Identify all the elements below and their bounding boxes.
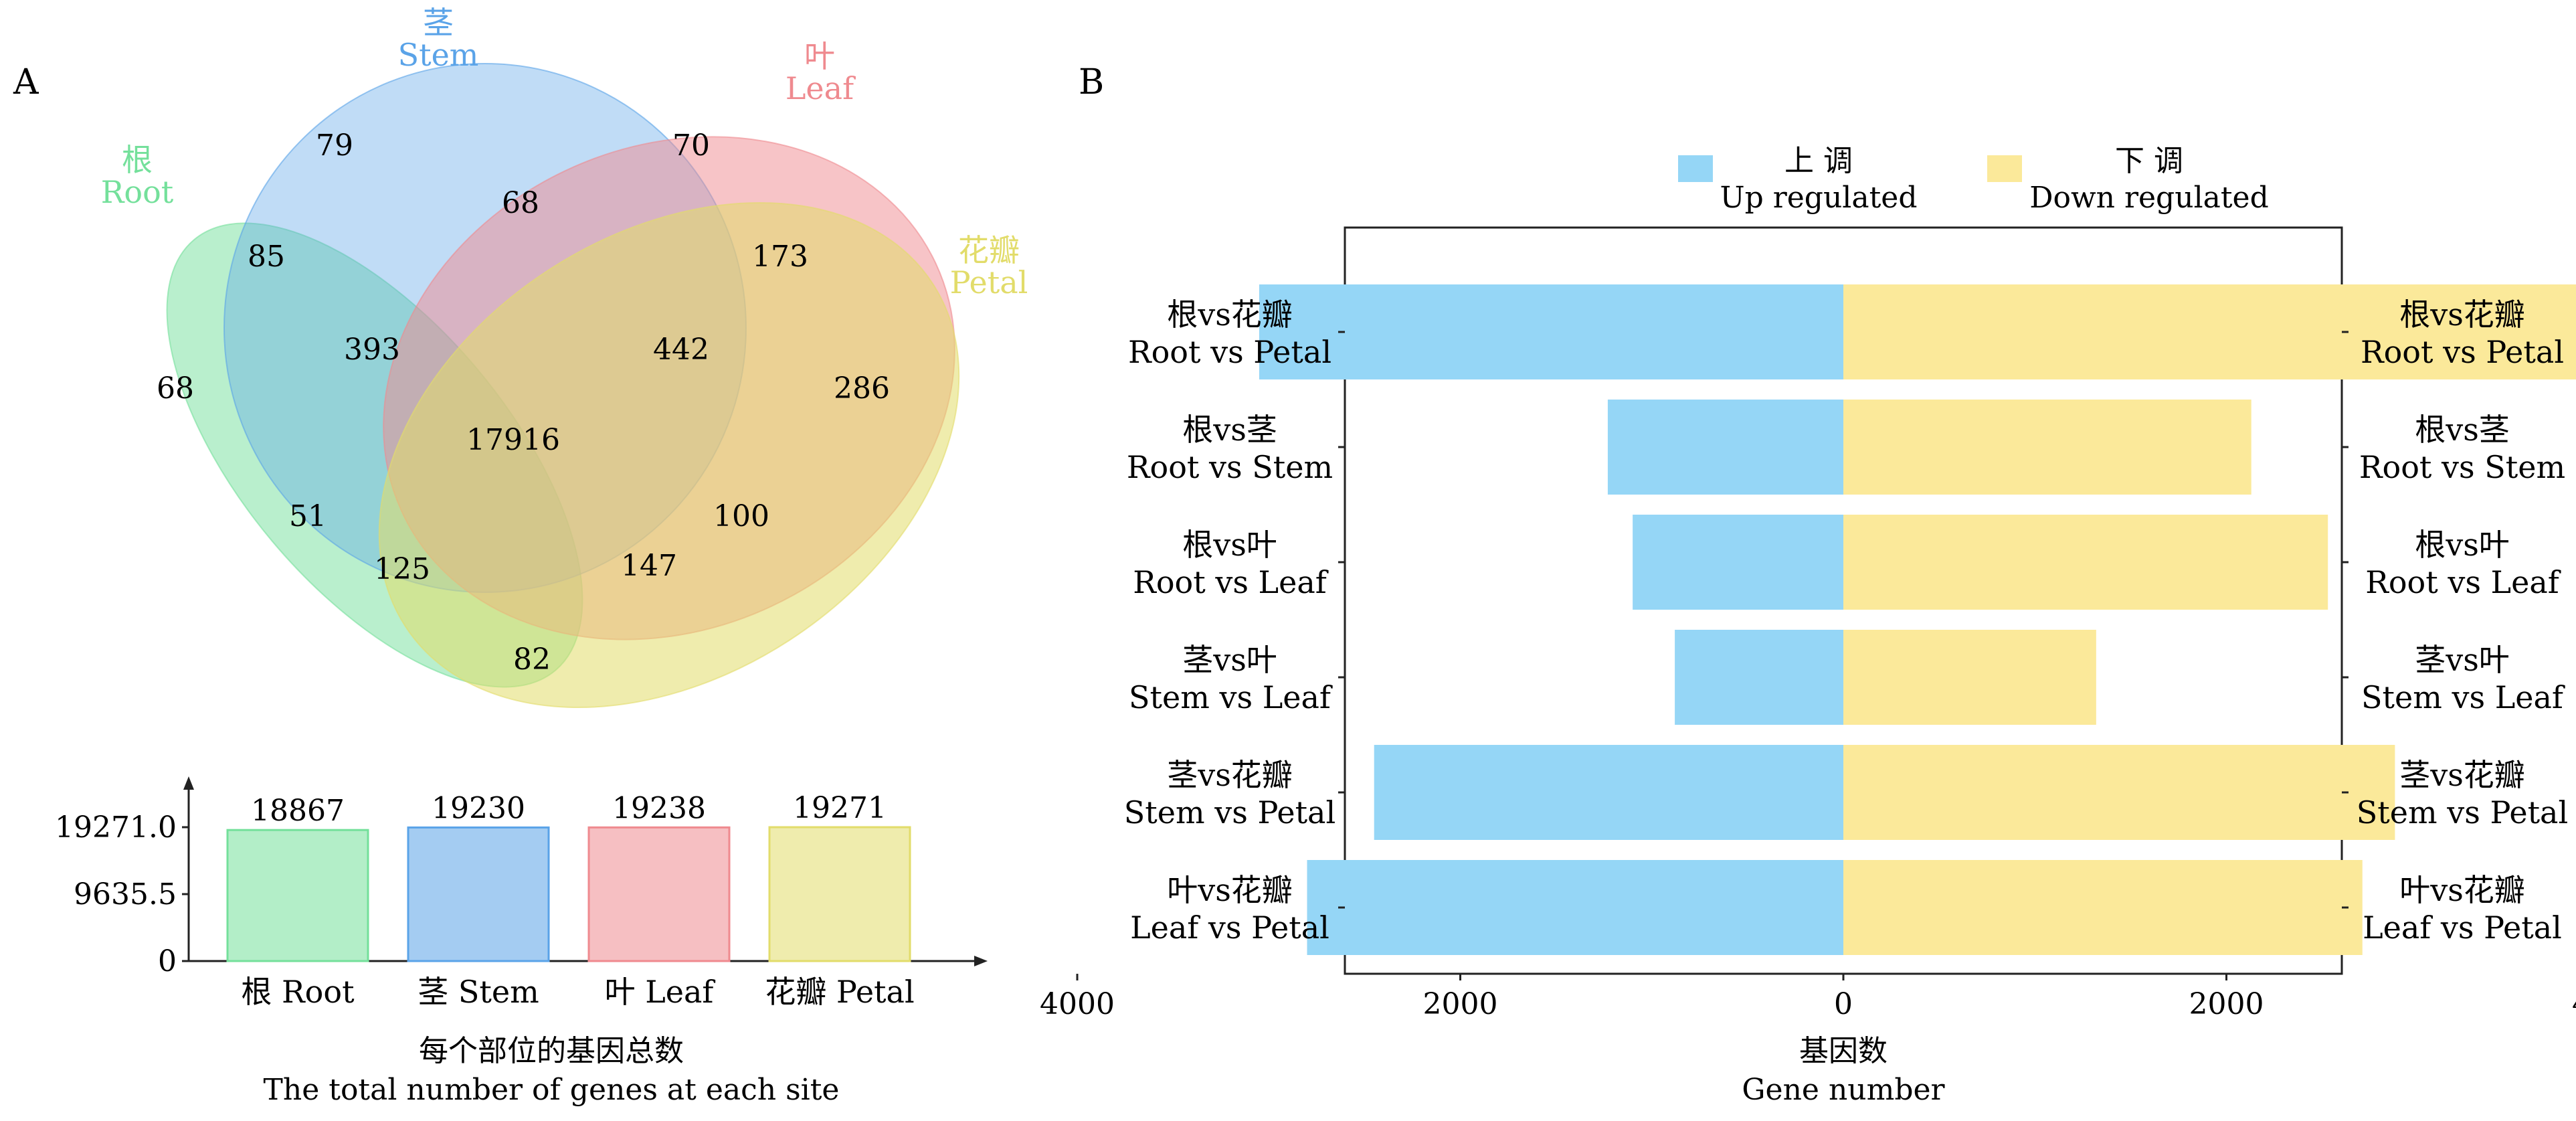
bar-b-category-en-left: Root vs Stem bbox=[1127, 449, 1333, 485]
bar-b-down-bar bbox=[1843, 745, 2395, 840]
bar-b-up-bar bbox=[1374, 745, 1843, 840]
venn-diagram: 根 Root 茎 Stem 叶 Leaf 花瓣 Petal 68 79 70 2… bbox=[101, 5, 1028, 708]
bar-a-y-arrow bbox=[183, 776, 194, 790]
bar-b-category-en-right: Stem vs Petal bbox=[2357, 794, 2568, 831]
bar-b-up-bar bbox=[1607, 400, 1843, 495]
bar-b-category-en-left: Stem vs Leaf bbox=[1129, 679, 1333, 715]
venn-label-stem-zh: 茎 bbox=[423, 5, 454, 41]
bar-b-category-en-right: Leaf vs Petal bbox=[2363, 910, 2562, 946]
bar-b-up-bar bbox=[1259, 284, 1843, 379]
bar-b-up-bar bbox=[1675, 630, 1843, 725]
bar-b-category-zh-left: 茎vs叶 bbox=[1182, 642, 1277, 678]
bar-b-category-zh-left: 叶vs花瓣 bbox=[1167, 872, 1293, 908]
bar-b-legend-up-swatch bbox=[1678, 155, 1713, 182]
bar-b-up-bar bbox=[1307, 860, 1843, 955]
bar-b-category-zh-right: 叶vs花瓣 bbox=[2399, 872, 2525, 908]
venn-count-stem-only: 79 bbox=[316, 128, 353, 163]
bar-a-xlabel-en: The total number of genes at each site bbox=[264, 1073, 840, 1107]
bar-a-value-label: 19238 bbox=[612, 791, 706, 825]
bar-b-category-zh-right: 茎vs叶 bbox=[2415, 642, 2510, 678]
venn-label-petal-zh: 花瓣 bbox=[958, 232, 1020, 268]
venn-count-petal-only: 286 bbox=[834, 371, 890, 406]
bar-b-xlabel-zh: 基因数 bbox=[1799, 1034, 1888, 1068]
bar-b-category-zh-right: 根vs茎 bbox=[2415, 412, 2510, 448]
venn-count-root-stem-leaf: 393 bbox=[344, 333, 400, 367]
venn-label-root-en: Root bbox=[101, 174, 174, 210]
venn-count-root-petal: 82 bbox=[513, 642, 551, 677]
venn-count-leaf-only: 70 bbox=[672, 128, 710, 163]
venn-label-petal-en: Petal bbox=[950, 264, 1028, 300]
bar-b-category-en-left: Stem vs Petal bbox=[1124, 794, 1336, 831]
bar-a-value-label: 18867 bbox=[251, 794, 345, 828]
venn-count-all: 17916 bbox=[466, 423, 560, 457]
venn-label-stem-en: Stem bbox=[398, 37, 479, 73]
venn-count-root-leaf: 51 bbox=[289, 499, 327, 533]
venn-petal-ellipse bbox=[378, 202, 960, 708]
bar-b-category-en-right: Root vs Petal bbox=[2361, 334, 2564, 370]
panel-b-label: B bbox=[1079, 62, 1104, 102]
bar-b-xtick-label: 4000 bbox=[2572, 987, 2576, 1021]
bar-b-category-en-right: Stem vs Leaf bbox=[2361, 679, 2565, 715]
venn-label-leaf-en: Leaf bbox=[786, 70, 856, 106]
bar-b-category-zh-right: 根vs叶 bbox=[2415, 527, 2510, 563]
venn-count-root-leaf-petal: 125 bbox=[374, 552, 430, 586]
bar-a-ytick-label: 9635.5 bbox=[74, 877, 177, 912]
bar-b-category-en-left: Leaf vs Petal bbox=[1130, 910, 1329, 946]
venn-count-stem-leaf: 68 bbox=[502, 186, 539, 220]
bar-b-category-zh-left: 茎vs花瓣 bbox=[1167, 757, 1293, 793]
venn-count-stem-petal: 100 bbox=[713, 499, 769, 533]
venn-count-root-stem-petal: 147 bbox=[621, 549, 677, 583]
bar-a-value-label: 19271 bbox=[793, 791, 887, 825]
venn-count-root-stem: 85 bbox=[248, 240, 285, 274]
bar-b-category-zh-left: 根vs茎 bbox=[1182, 412, 1277, 448]
bar-b-xtick-label: 2000 bbox=[1423, 987, 1498, 1021]
bar-b-legend-down-zh: 下 调 bbox=[2115, 144, 2183, 178]
bar-b-legend-down-en: Down regulated bbox=[2029, 181, 2269, 215]
bar-b-down-bar bbox=[1843, 284, 2576, 379]
venn-count-stem-leaf-petal: 442 bbox=[653, 333, 709, 367]
bar-b-category-zh-left: 根vs叶 bbox=[1182, 527, 1277, 563]
panel-a-label: A bbox=[13, 62, 39, 102]
bar-b-category-zh-left: 根vs花瓣 bbox=[1167, 296, 1293, 333]
bar-a-xlabel-zh: 每个部位的基因总数 bbox=[419, 1034, 684, 1068]
bar-a-bar bbox=[587, 826, 731, 962]
bar-a-value-label: 19230 bbox=[432, 791, 525, 825]
bar-b-category-en-right: Root vs Stem bbox=[2359, 449, 2565, 485]
bar-b-legend-up-en: Up regulated bbox=[1720, 181, 1917, 215]
bar-b-down-bar bbox=[1843, 630, 2096, 725]
bar-b-up-bar bbox=[1633, 515, 1843, 610]
venn-label-root-zh: 根 bbox=[122, 142, 153, 178]
bar-b-down-bar bbox=[1843, 400, 2251, 495]
bar-a-ytick-label: 0 bbox=[158, 944, 177, 978]
bar-a-category-label: 叶 Leaf bbox=[605, 974, 716, 1010]
venn-count-leaf-petal: 173 bbox=[752, 240, 808, 274]
bar-b-category-zh-right: 根vs花瓣 bbox=[2399, 296, 2525, 333]
bar-a-x-arrow bbox=[974, 956, 988, 966]
bar-a-bar bbox=[768, 826, 911, 962]
bar-a-ytick-label: 19271.0 bbox=[55, 810, 177, 845]
bar-b-category-en-left: Root vs Petal bbox=[1128, 334, 1331, 370]
bar-a-bar bbox=[226, 829, 369, 962]
bar-a-category-label: 花瓣 Petal bbox=[765, 974, 914, 1010]
bar-b-down-bar bbox=[1843, 860, 2363, 955]
bar-b-xtick-label: 4000 bbox=[1040, 987, 1115, 1021]
total-genes-bar-chart: 每个部位的基因总数 The total number of genes at e… bbox=[55, 776, 988, 1107]
bar-a-category-label: 茎 Stem bbox=[418, 974, 539, 1010]
bar-b-xlabel-en: Gene number bbox=[1742, 1073, 1945, 1107]
bar-a-category-label: 根 Root bbox=[241, 974, 355, 1010]
bar-b-xtick-label: 2000 bbox=[2189, 987, 2264, 1021]
bar-b-legend-up-zh: 上 调 bbox=[1784, 144, 1853, 178]
bar-a-bar bbox=[407, 826, 550, 962]
venn-label-leaf-zh: 叶 bbox=[804, 38, 835, 74]
bar-b-category-en-left: Root vs Leaf bbox=[1133, 564, 1329, 600]
venn-count-root-only: 68 bbox=[157, 371, 194, 406]
diff-expression-bar-chart: 上 调 Up regulated 下 调 Down regulated 基因数 … bbox=[1040, 144, 2576, 1107]
bar-b-down-bar bbox=[1843, 515, 2328, 610]
bar-b-xtick-label: 0 bbox=[1834, 987, 1853, 1021]
bar-b-category-en-right: Root vs Leaf bbox=[2365, 564, 2561, 600]
bar-b-legend-down-swatch bbox=[1987, 155, 2022, 182]
bar-b-category-zh-right: 茎vs花瓣 bbox=[2399, 757, 2525, 793]
